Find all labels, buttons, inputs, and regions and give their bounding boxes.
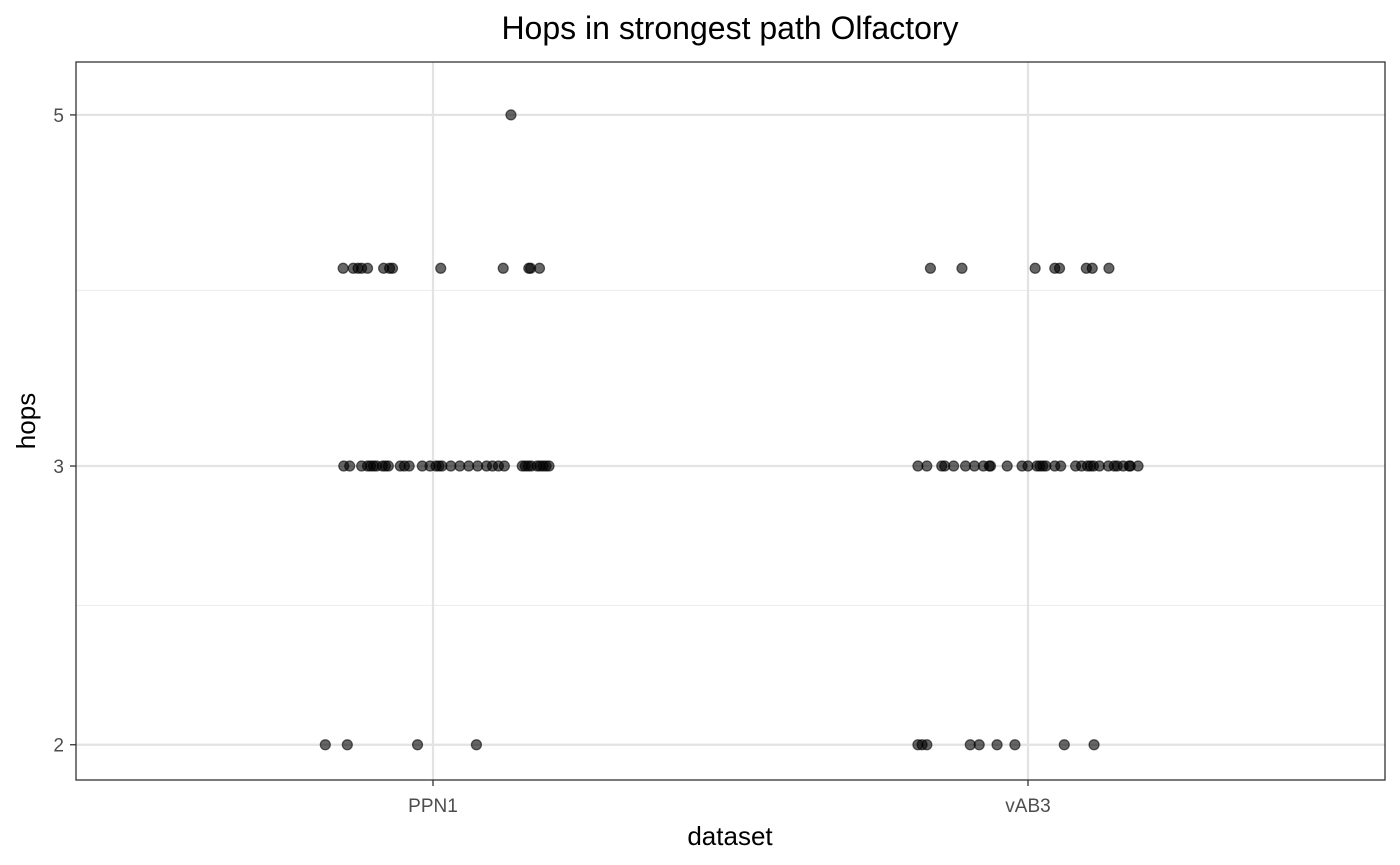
chart-title: Hops in strongest path Olfactory xyxy=(501,10,958,46)
data-point-ppn1 xyxy=(543,460,555,472)
x-axis: PPN1 vAB3 xyxy=(408,780,1051,817)
data-point-vab3 xyxy=(948,460,960,472)
grid-lines xyxy=(76,62,1385,780)
data-point-ppn1 xyxy=(533,262,546,274)
data-point-ppn1 xyxy=(319,739,331,751)
panel-border xyxy=(75,61,1386,781)
y-axis: 2 3 5 xyxy=(53,106,76,757)
data-point-ppn1 xyxy=(403,460,415,472)
data-point-ppn1 xyxy=(498,460,510,472)
data-point-ppn1 xyxy=(382,460,394,472)
data-point-vab3 xyxy=(973,739,985,751)
y-tick-label: 2 xyxy=(53,736,64,757)
data-point-vab3 xyxy=(1029,262,1041,274)
data-point-vab3 xyxy=(991,739,1003,751)
y-axis-title: hops xyxy=(11,393,41,449)
y-tick-label: 5 xyxy=(53,106,64,127)
data-point-ppn1 xyxy=(344,460,356,472)
data-point-ppn1 xyxy=(361,262,374,274)
data-point-vab3 xyxy=(1055,460,1067,472)
data-point-ppn1 xyxy=(337,262,349,274)
x-tick-label: vAB3 xyxy=(1005,796,1050,817)
data-point-vab3 xyxy=(1009,739,1021,751)
x-tick-label: PPN1 xyxy=(408,796,458,817)
data-points xyxy=(319,109,1144,751)
data-point-vab3 xyxy=(956,262,968,274)
y-tick-label: 3 xyxy=(53,457,64,478)
data-point-ppn1 xyxy=(470,739,483,751)
plot-panel xyxy=(75,61,1386,781)
data-point-vab3 xyxy=(984,460,997,472)
data-point-vab3 xyxy=(1086,262,1098,274)
data-point-vab3 xyxy=(921,460,933,472)
data-point-ppn1 xyxy=(411,739,424,751)
data-point-ppn1 xyxy=(497,262,509,274)
data-point-vab3 xyxy=(1001,460,1013,472)
data-point-vab3 xyxy=(924,262,937,274)
data-point-vab3 xyxy=(1088,739,1100,751)
data-point-vab3 xyxy=(1058,739,1070,751)
data-point-ppn1 xyxy=(341,739,353,751)
data-point-vab3 xyxy=(1053,262,1066,274)
data-point-vab3 xyxy=(921,739,933,751)
data-point-ppn1 xyxy=(505,109,517,121)
x-axis-title: dataset xyxy=(687,821,773,851)
data-point-ppn1 xyxy=(435,262,447,274)
data-point-vab3 xyxy=(1103,262,1115,274)
data-point-ppn1 xyxy=(386,262,399,274)
data-point-vab3 xyxy=(1132,460,1144,472)
